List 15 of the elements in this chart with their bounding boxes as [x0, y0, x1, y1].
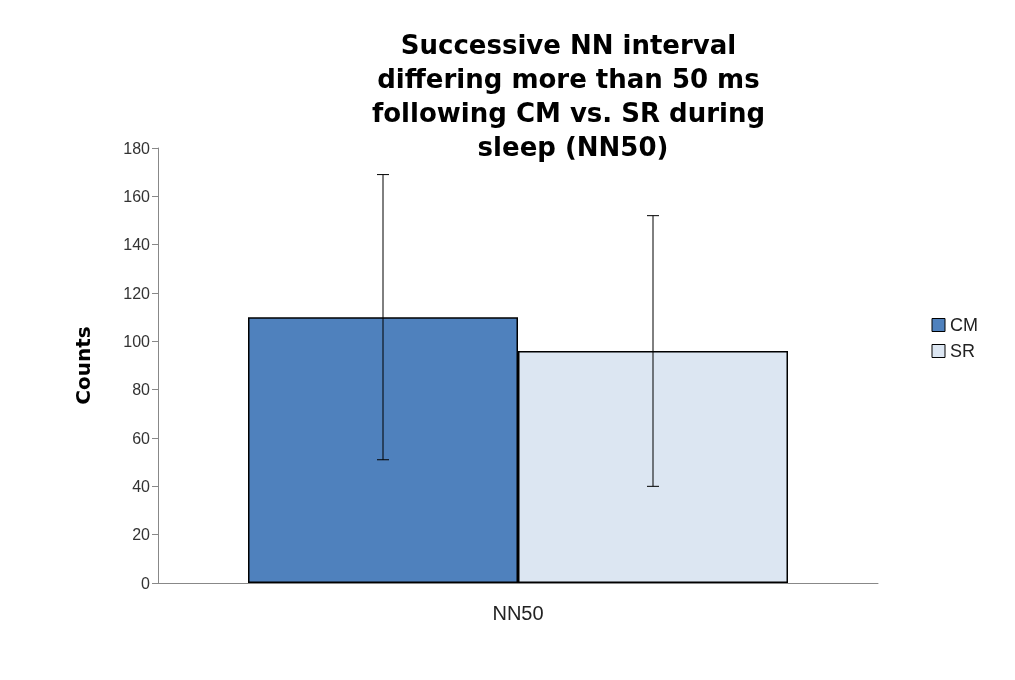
y-tick-label: 20 [132, 526, 151, 544]
y-tick-label: 0 [141, 574, 151, 592]
y-tick-label: 40 [132, 477, 151, 495]
legend-label: CM [950, 315, 979, 335]
y-tick-label: 120 [123, 284, 151, 302]
y-tick-label: 100 [123, 332, 151, 350]
y-tick-label: 180 [123, 139, 151, 157]
legend-label: SR [950, 341, 976, 361]
chart-title: Successive NN interval differing more than 50 ms following CM vs. SR during sleep (NN50) [371, 30, 775, 162]
y-tick-label: 140 [123, 236, 151, 254]
y-axis-title: Counts [71, 326, 95, 405]
y-tick-label: 160 [123, 187, 151, 205]
y-tick-label: 80 [132, 381, 151, 399]
x-tick-label: NN50 [492, 602, 544, 624]
y-tick-label: 60 [132, 429, 151, 447]
